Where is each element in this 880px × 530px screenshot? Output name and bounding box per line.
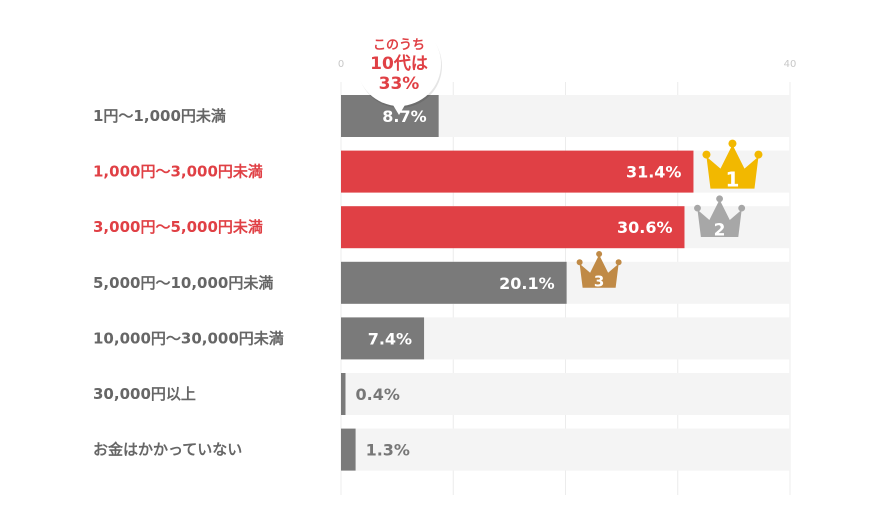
bar-row: 30,000円以上 0.4% bbox=[93, 373, 790, 415]
crown-rank: 1 bbox=[726, 168, 740, 192]
value-label: 31.4% bbox=[626, 163, 682, 182]
crown-icon: 1 bbox=[702, 139, 763, 192]
callout-line1: このうち bbox=[373, 38, 425, 53]
bar-row: 5,000円〜10,000円未満 20.1% bbox=[93, 261, 790, 304]
bar bbox=[341, 261, 567, 304]
bar bbox=[341, 428, 356, 471]
bar-row: お金はかかっていない 1.3% bbox=[93, 428, 790, 471]
category-label: 1,000円〜3,000円未満 bbox=[93, 163, 263, 181]
bar-rows: 1円〜1,000円未満 8.7% 1,000円〜3,000円未満 31.4% 3,000… bbox=[93, 95, 790, 471]
category-label: 5,000円〜10,000円未満 bbox=[93, 274, 273, 292]
crown-jewel bbox=[716, 195, 723, 203]
callout-line3: 33% bbox=[379, 74, 420, 94]
crown-jewel bbox=[738, 204, 746, 212]
tick-label: 0 bbox=[338, 59, 344, 70]
crown-shape bbox=[697, 199, 742, 237]
value-label: 7.4% bbox=[368, 329, 412, 348]
bar-row: 3,000円〜5,000円未満 30.6% bbox=[93, 206, 790, 249]
bar bbox=[341, 206, 685, 249]
crown-rank: 3 bbox=[594, 272, 604, 290]
crown-jewel bbox=[694, 204, 701, 212]
value-label: 30.6% bbox=[617, 218, 673, 237]
crown-jewel bbox=[754, 150, 763, 159]
value-label: 0.4% bbox=[355, 385, 399, 404]
value-label: 20.1% bbox=[499, 274, 555, 293]
crown-jewel bbox=[596, 251, 603, 258]
category-label: 3,000円〜5,000円未満 bbox=[93, 218, 263, 236]
crown-icon: 2 bbox=[694, 195, 746, 240]
crown-shape bbox=[706, 144, 759, 189]
bar-track bbox=[341, 428, 790, 471]
crown-jewel bbox=[702, 150, 711, 159]
value-label: 8.7% bbox=[382, 107, 426, 126]
bar bbox=[341, 150, 694, 193]
bar-row: 1円〜1,000円未満 8.7% bbox=[93, 95, 790, 137]
crown-rank: 2 bbox=[714, 220, 726, 240]
tick-label: 40 bbox=[784, 59, 797, 70]
crown-jewel bbox=[615, 259, 622, 266]
crown-icon: 3 bbox=[576, 251, 622, 290]
crown-shape bbox=[579, 254, 619, 288]
category-label: 1円〜1,000円未満 bbox=[93, 107, 226, 125]
category-label: お金はかかっていない bbox=[93, 441, 242, 459]
axis-ticks: 0 40 bbox=[338, 59, 797, 70]
bar bbox=[341, 373, 346, 415]
category-label: 30,000円以上 bbox=[93, 385, 196, 403]
bar bbox=[341, 317, 425, 360]
category-label: 10,000円〜30,000円未満 bbox=[93, 329, 284, 347]
value-label: 1.3% bbox=[366, 441, 410, 460]
bar-row: 10,000円〜30,000円未満 7.4% bbox=[93, 317, 790, 360]
callout-line2: 10代は bbox=[370, 53, 428, 74]
rank-crowns: 1 2 3 bbox=[576, 139, 763, 290]
crown-jewel bbox=[576, 259, 583, 266]
crown-jewel bbox=[728, 139, 737, 148]
callout-circle bbox=[357, 22, 441, 106]
bar-track bbox=[341, 373, 790, 415]
bar-row: 1,000円〜3,000円未満 31.4% bbox=[93, 150, 790, 193]
